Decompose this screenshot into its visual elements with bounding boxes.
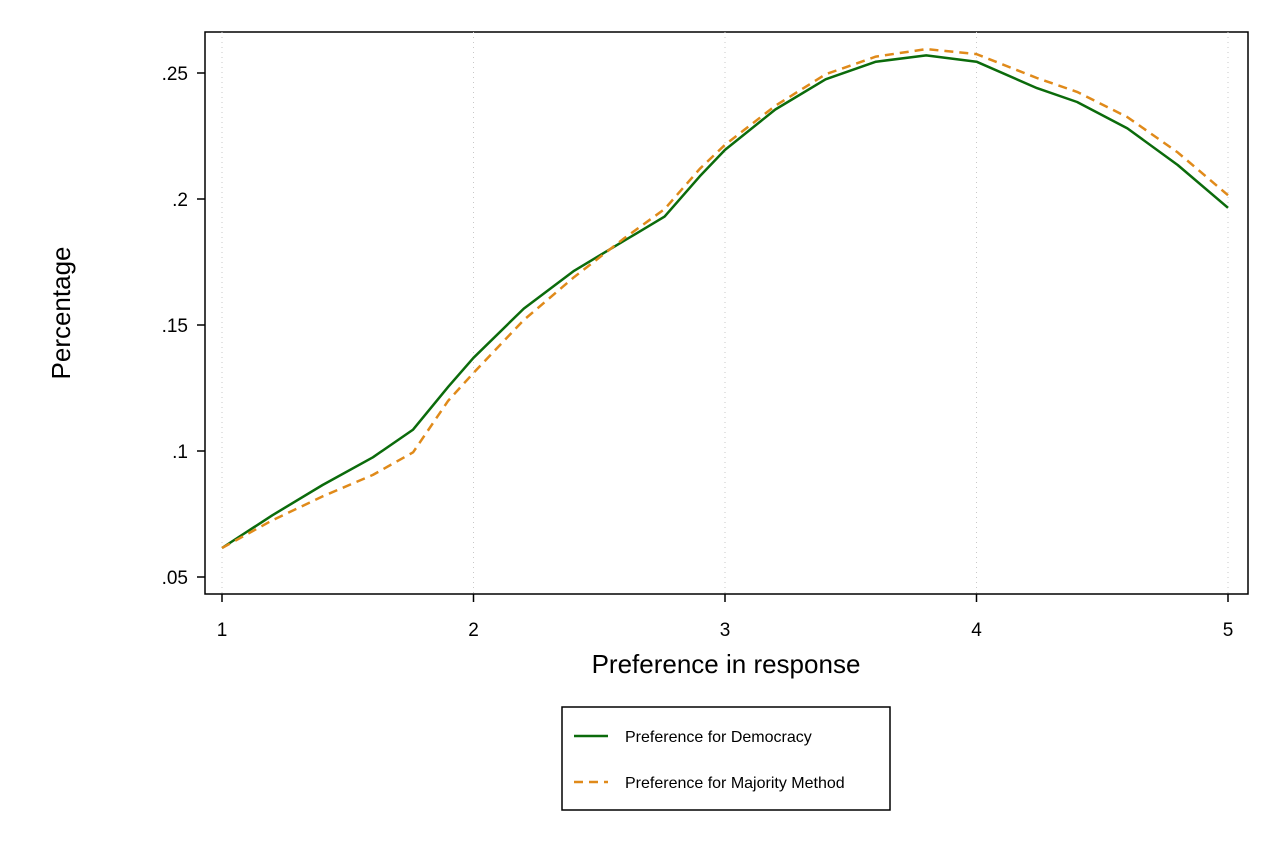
- x-tick-label-2: 2: [468, 620, 479, 641]
- legend: Preference for Democracy Preference for …: [561, 706, 891, 811]
- x-tick-label-3: 3: [720, 620, 731, 641]
- x-tick-label-1: 1: [217, 620, 228, 641]
- x-axis-title: Preference in response: [592, 649, 861, 679]
- plot-frame: [204, 31, 1249, 595]
- legend-box: [561, 706, 891, 811]
- y-tick-label-.25: .25: [162, 64, 188, 85]
- y-tick-label-.2: .2: [172, 190, 188, 211]
- series-layer: [221, 47, 1229, 550]
- series-line-majority-method: [221, 47, 1229, 550]
- y-tick-label-.15: .15: [162, 316, 188, 337]
- legend-label-majority-method: Preference for Majority Method: [625, 775, 845, 792]
- legend-label-democracy: Preference for Democracy: [625, 729, 812, 746]
- y-axis-title: Percentage: [46, 247, 76, 380]
- series-line-democracy: [221, 54, 1229, 550]
- y-tick-label-.1: .1: [172, 442, 188, 463]
- y-tick-label-.05: .05: [162, 568, 188, 589]
- x-tick-label-5: 5: [1223, 620, 1234, 641]
- y-axis: .05 .1 .15 .2 .25: [162, 64, 205, 589]
- gridlines: [221, 32, 1229, 594]
- x-axis: 1 2 3 4 5: [217, 594, 1234, 641]
- x-tick-label-4: 4: [971, 620, 982, 641]
